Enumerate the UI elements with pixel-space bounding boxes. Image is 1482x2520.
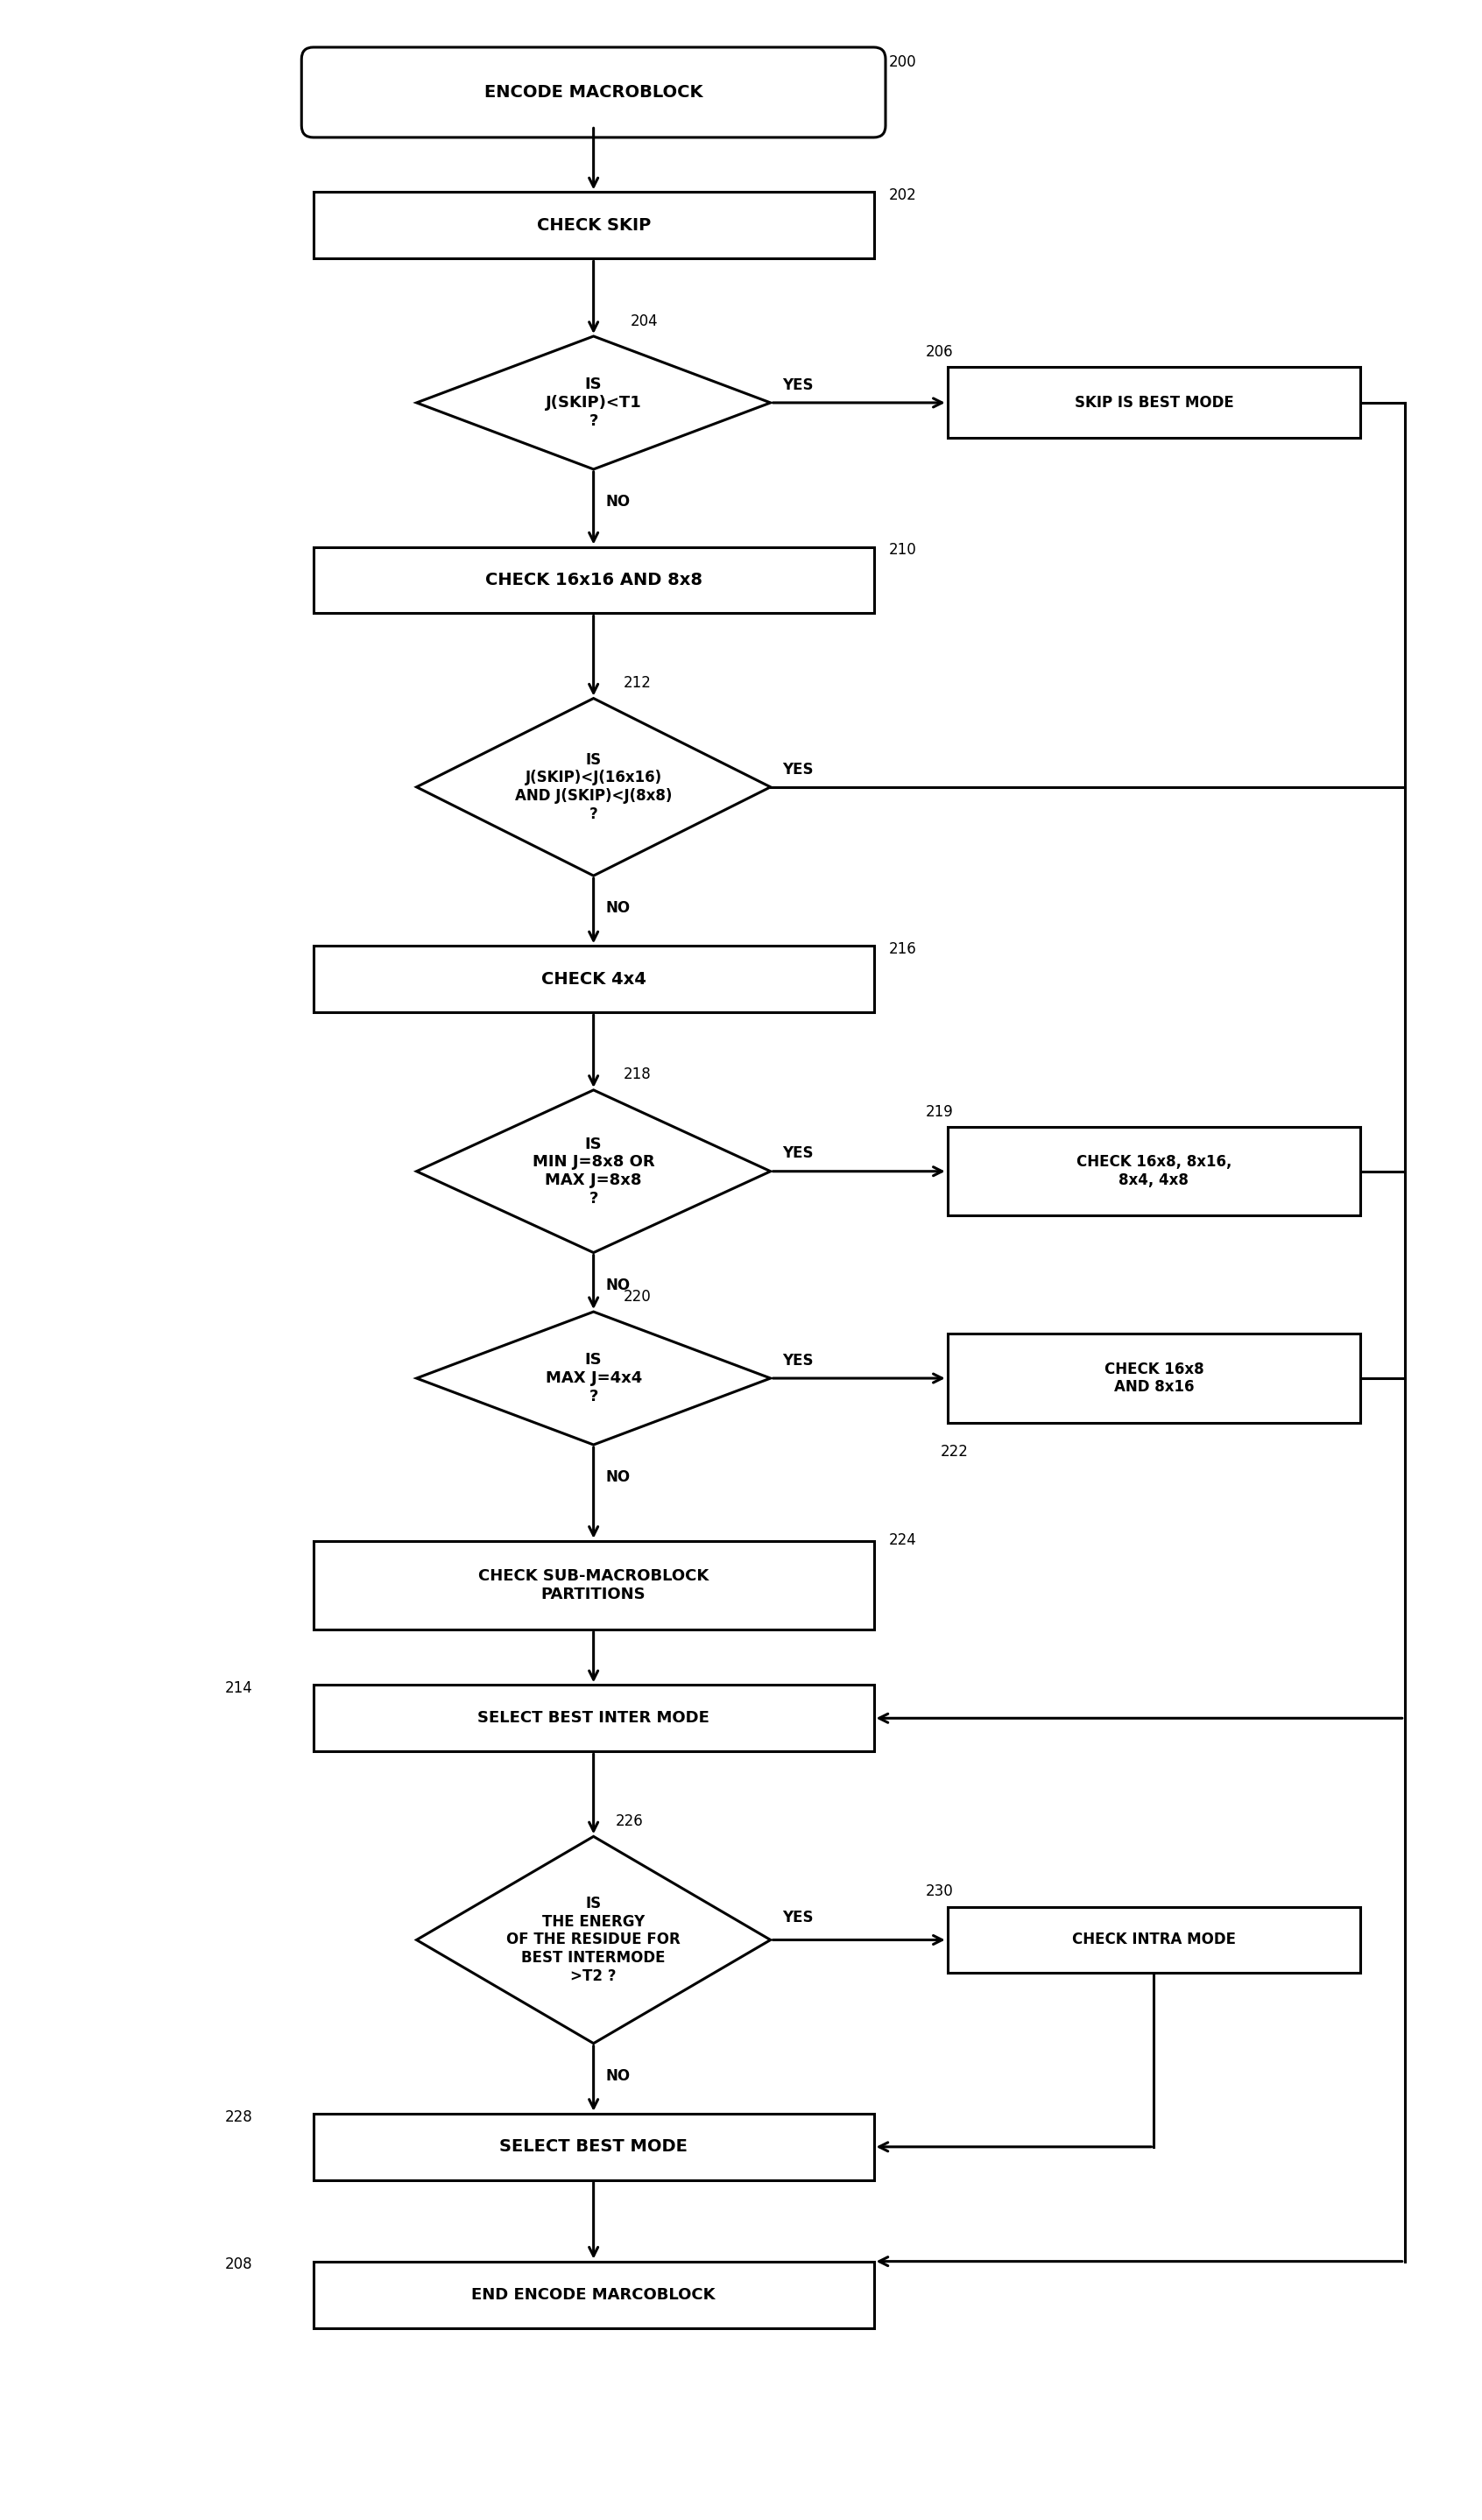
Text: 206: 206: [925, 345, 953, 360]
Text: 216: 216: [889, 942, 916, 958]
Text: NO: NO: [605, 494, 630, 509]
Bar: [947, 1333, 1360, 1424]
Text: CHECK 16x8
AND 8x16: CHECK 16x8 AND 8x16: [1104, 1361, 1203, 1396]
Text: 228: 228: [225, 2109, 252, 2124]
Text: YES: YES: [782, 1353, 814, 1368]
Text: CHECK SKIP: CHECK SKIP: [536, 217, 651, 234]
Text: IS
MIN J=8x8 OR
MAX J=8x8
?: IS MIN J=8x8 OR MAX J=8x8 ?: [532, 1137, 655, 1207]
FancyBboxPatch shape: [301, 48, 886, 139]
Text: NO: NO: [605, 1278, 630, 1293]
Text: END ENCODE MARCOBLOCK: END ENCODE MARCOBLOCK: [471, 2286, 716, 2303]
Text: NO: NO: [605, 2069, 630, 2084]
Text: SELECT BEST MODE: SELECT BEST MODE: [499, 2139, 688, 2155]
Text: IS
THE ENERGY
OF THE RESIDUE FOR
BEST INTERMODE
>T2 ?: IS THE ENERGY OF THE RESIDUE FOR BEST IN…: [507, 1895, 680, 1983]
Polygon shape: [416, 698, 771, 877]
Text: YES: YES: [782, 1147, 814, 1162]
Text: NO: NO: [605, 1469, 630, 1484]
Bar: [947, 368, 1360, 438]
Text: CHECK SUB-MACROBLOCK
PARTITIONS: CHECK SUB-MACROBLOCK PARTITIONS: [479, 1567, 708, 1603]
Bar: [313, 945, 874, 1013]
Text: 210: 210: [889, 542, 916, 557]
Bar: [313, 2114, 874, 2180]
Text: CHECK 16x8, 8x16,
8x4, 4x8: CHECK 16x8, 8x16, 8x4, 4x8: [1076, 1154, 1232, 1189]
Polygon shape: [416, 335, 771, 469]
Polygon shape: [416, 1837, 771, 2044]
Text: 222: 222: [940, 1444, 968, 1459]
Bar: [313, 1686, 874, 1751]
Text: 208: 208: [225, 2258, 252, 2273]
Bar: [313, 547, 874, 612]
Bar: [947, 1908, 1360, 1973]
Text: IS
MAX J=4x4
?: IS MAX J=4x4 ?: [545, 1353, 642, 1404]
Text: SKIP IS BEST MODE: SKIP IS BEST MODE: [1074, 396, 1233, 411]
Polygon shape: [416, 1313, 771, 1444]
Text: NO: NO: [605, 900, 630, 917]
Text: 214: 214: [225, 1681, 252, 1696]
Bar: [313, 2260, 874, 2328]
Text: 230: 230: [925, 1882, 953, 1900]
Text: 200: 200: [889, 55, 916, 71]
Polygon shape: [416, 1091, 771, 1252]
Text: 224: 224: [889, 1532, 916, 1547]
Text: ENCODE MACROBLOCK: ENCODE MACROBLOCK: [485, 83, 702, 101]
Text: SELECT BEST INTER MODE: SELECT BEST INTER MODE: [477, 1711, 710, 1726]
Bar: [947, 1126, 1360, 1215]
Text: YES: YES: [782, 761, 814, 776]
Text: IS
J(SKIP)<J(16x16)
AND J(SKIP)<J(8x8)
?: IS J(SKIP)<J(16x16) AND J(SKIP)<J(8x8) ?: [514, 751, 671, 822]
Text: CHECK 4x4: CHECK 4x4: [541, 970, 646, 988]
Bar: [313, 192, 874, 260]
Text: CHECK 16x16 AND 8x8: CHECK 16x16 AND 8x8: [485, 572, 702, 587]
Text: YES: YES: [782, 378, 814, 393]
Text: 212: 212: [622, 675, 651, 690]
Text: 226: 226: [615, 1814, 643, 1830]
Text: 219: 219: [925, 1104, 953, 1119]
Text: YES: YES: [782, 1910, 814, 1925]
Text: 204: 204: [630, 312, 658, 328]
Text: CHECK INTRA MODE: CHECK INTRA MODE: [1071, 1933, 1236, 1948]
Text: 218: 218: [622, 1066, 651, 1084]
Text: 220: 220: [622, 1288, 651, 1305]
Bar: [313, 1540, 874, 1630]
Text: IS
J(SKIP)<T1
?: IS J(SKIP)<T1 ?: [545, 375, 642, 428]
Text: 202: 202: [889, 186, 916, 204]
